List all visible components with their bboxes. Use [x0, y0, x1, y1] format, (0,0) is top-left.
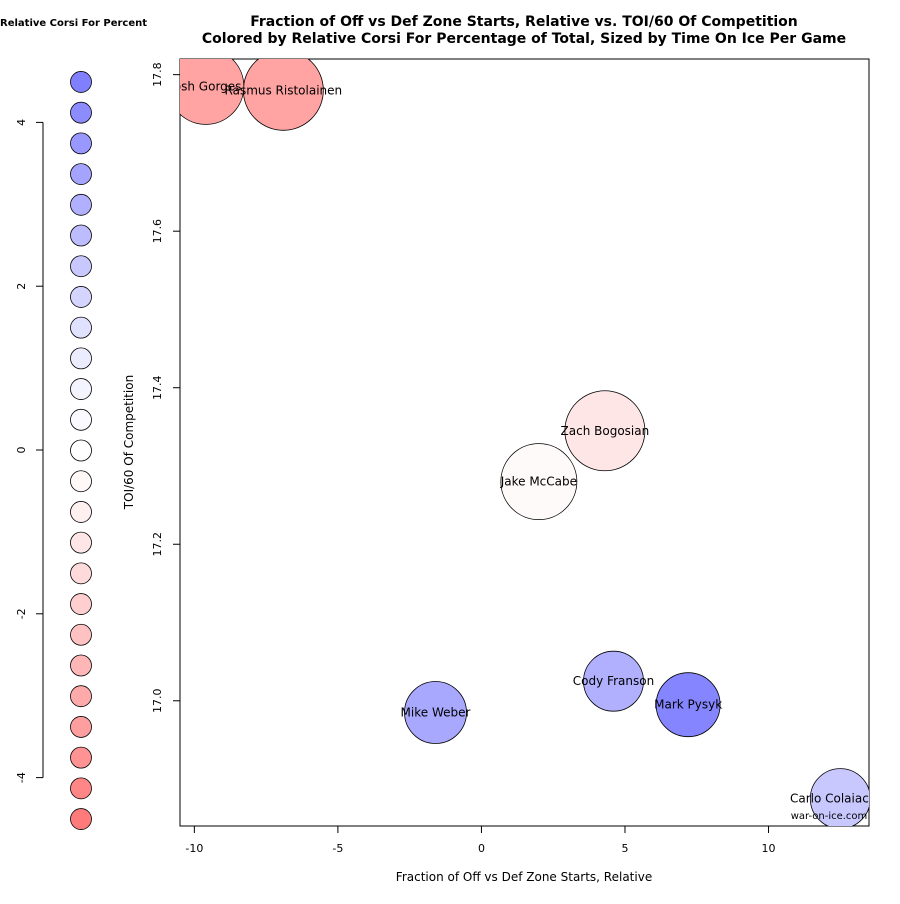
x-tick-label: 0: [478, 842, 485, 855]
y-tick-label: 17.8: [151, 62, 164, 87]
legend-swatch: [70, 439, 92, 462]
x-tick-label: -10: [185, 842, 203, 855]
legend-swatch: [70, 808, 92, 830]
y-tick-label: 17.6: [151, 219, 164, 244]
legend-swatch: [70, 777, 92, 800]
legend-swatch: [70, 654, 92, 677]
y-axis-label: TOI/60 Of Competition: [122, 375, 136, 510]
color-legend: Relative Corsi For Percent 4 2 0 -2 -4: [0, 18, 147, 830]
y-axis: 17.0 17.2 17.4 17.6 17.8: [151, 62, 181, 714]
point-label: Carlo Colaiacovo: [790, 792, 891, 806]
x-tick-label: 5: [621, 842, 628, 855]
data-point: [655, 672, 721, 738]
data-point: [500, 443, 578, 521]
data-point: [404, 681, 467, 744]
credit-text: war-on-ice.com: [791, 811, 868, 822]
legend-swatch: [70, 224, 92, 247]
y-tick-label: 17.4: [151, 375, 164, 400]
legend-swatch: [70, 193, 92, 216]
legend-tick-label: 4: [15, 119, 28, 126]
legend-swatch: [70, 746, 92, 769]
legend-swatch: [70, 623, 92, 646]
legend-tick-label: 2: [15, 283, 28, 290]
y-tick-label: 17.2: [151, 532, 164, 557]
legend-swatch: [70, 163, 92, 185]
legend-swatch: [70, 347, 92, 370]
point-label: Mark Pysyk: [654, 698, 722, 712]
data-point: [564, 390, 646, 472]
data-point: [180, 59, 245, 125]
legend-swatch: [70, 316, 92, 339]
x-axis: -10 -5 0 5 10: [185, 825, 776, 855]
point-label: Jake McCabe: [500, 475, 577, 489]
legend-tick-label: 0: [15, 447, 28, 454]
legend-swatch: [70, 562, 92, 585]
legend-swatch: [70, 470, 92, 493]
point-label: Josh Gorges: [169, 79, 241, 93]
legend-swatch: [70, 531, 92, 554]
legend-swatch: [70, 685, 92, 708]
point-label: Mike Weber: [401, 706, 471, 720]
legend-swatches: [70, 71, 92, 830]
chart-title: Fraction of Off vs Def Zone Starts, Rela…: [250, 14, 798, 30]
legend-swatch: [70, 378, 92, 400]
chart-subtitle: Colored by Relative Corsi For Percentage…: [202, 31, 846, 47]
x-tick-label: 10: [762, 842, 776, 855]
legend-tick-label: -2: [15, 608, 28, 619]
legend-swatch: [70, 71, 92, 93]
legend-title: Relative Corsi For Percent: [0, 18, 147, 29]
legend-swatch: [70, 101, 92, 124]
legend-swatch: [70, 286, 92, 308]
y-tick-label: 17.0: [151, 689, 164, 714]
legend-swatch: [70, 716, 92, 738]
x-tick-label: -5: [332, 842, 343, 855]
point-label: Rasmus Ristolainen: [225, 83, 343, 97]
data-point: [583, 650, 644, 712]
point-label: Cody Franson: [573, 674, 654, 688]
data-point: [809, 768, 869, 826]
legend-swatch: [70, 593, 92, 615]
legend-axis: 4 2 0 -2 -4: [15, 119, 44, 783]
legend-swatch: [70, 132, 92, 155]
legend-swatch: [70, 408, 92, 431]
legend-swatch: [70, 501, 92, 523]
legend-swatch: [70, 255, 92, 278]
x-axis-label: Fraction of Off vs Def Zone Starts, Rela…: [396, 870, 652, 884]
plot-frame: [179, 58, 870, 827]
legend-tick-label: -4: [15, 772, 28, 783]
point-label: Zach Bogosian: [561, 424, 650, 438]
